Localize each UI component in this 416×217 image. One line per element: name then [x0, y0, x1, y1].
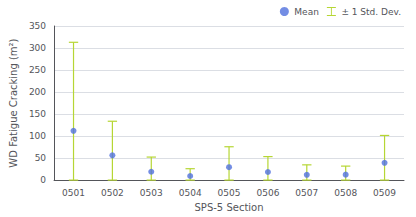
svg-text:150: 150 — [29, 109, 46, 119]
svg-text:250: 250 — [29, 65, 46, 75]
svg-text:0509: 0509 — [373, 188, 396, 198]
svg-text:0505: 0505 — [218, 188, 241, 198]
svg-text:± 1 Std. Dev.: ± 1 Std. Dev. — [341, 7, 401, 17]
svg-text:300: 300 — [29, 43, 46, 53]
svg-text:0504: 0504 — [179, 188, 202, 198]
svg-text:SPS-5 Section: SPS-5 Section — [195, 202, 264, 213]
svg-text:0: 0 — [40, 175, 46, 185]
svg-text:200: 200 — [29, 87, 46, 97]
svg-text:WD Fatigue Cracking (m²): WD Fatigue Cracking (m²) — [8, 38, 19, 167]
svg-text:50: 50 — [35, 153, 47, 163]
svg-text:0502: 0502 — [101, 188, 124, 198]
svg-text:350: 350 — [29, 21, 46, 31]
svg-text:0506: 0506 — [256, 188, 279, 198]
svg-text:100: 100 — [29, 131, 46, 141]
svg-text:0507: 0507 — [295, 188, 318, 198]
svg-text:0503: 0503 — [140, 188, 163, 198]
svg-text:0501: 0501 — [62, 188, 85, 198]
svg-text:Mean: Mean — [294, 7, 319, 17]
svg-text:0508: 0508 — [334, 188, 357, 198]
